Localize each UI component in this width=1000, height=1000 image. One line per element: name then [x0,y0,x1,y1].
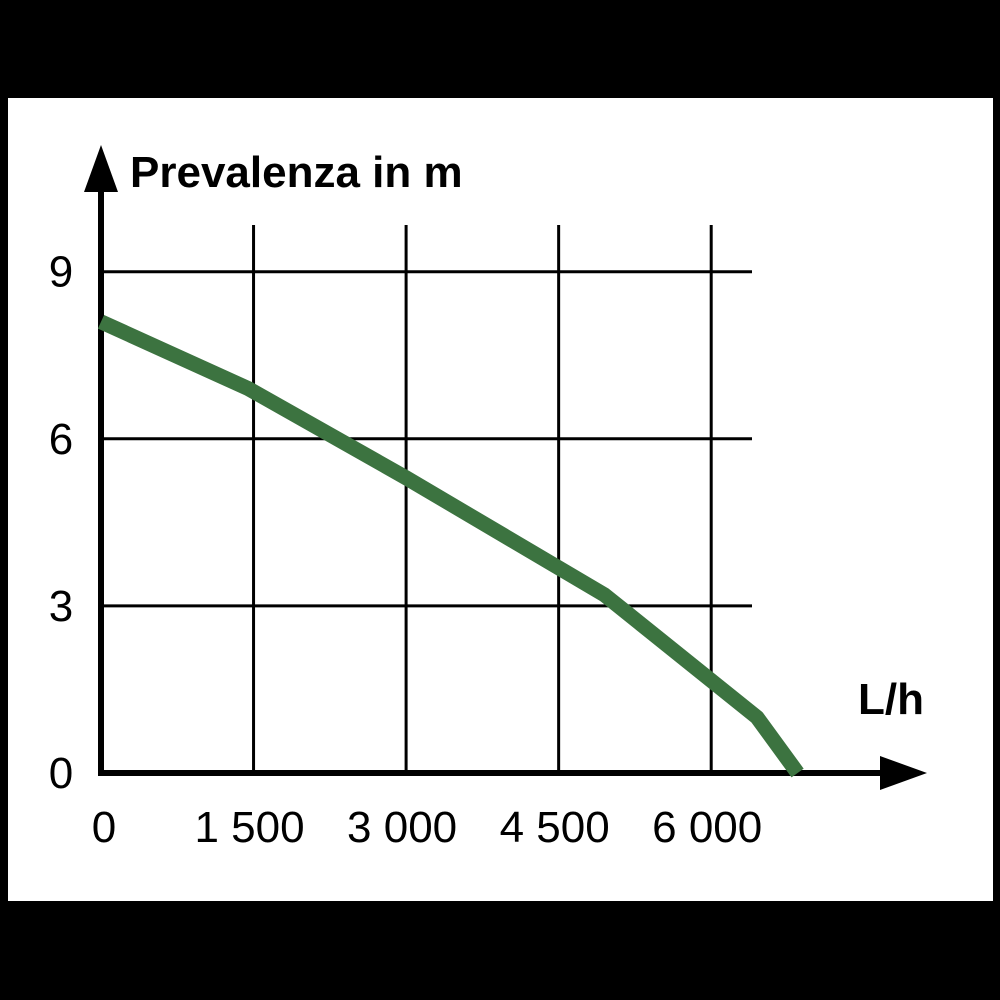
axes [84,145,927,790]
x-tick-label: 1 500 [194,803,304,852]
x-tick-label: 6 000 [652,803,762,852]
x-tick-label: 3 000 [347,803,457,852]
chart-panel [8,98,993,901]
y-tick-label: 0 [49,749,73,798]
x-axis-arrow [880,756,927,790]
y-axis-title: Prevalenza in m [130,148,463,197]
y-axis-arrow [84,145,118,192]
x-tick-label: 4 500 [500,803,610,852]
series-line [97,314,804,778]
y-tick-labels: 0 3 6 9 [49,248,73,798]
y-tick-label: 3 [49,582,73,631]
x-tick-labels: 0 1 500 3 000 4 500 6 000 [92,803,762,852]
y-tick-label: 6 [49,415,73,464]
y-tick-label: 9 [49,248,73,297]
grid [101,225,752,773]
x-tick-label: 0 [92,803,116,852]
x-axis-title: L/h [858,675,924,724]
